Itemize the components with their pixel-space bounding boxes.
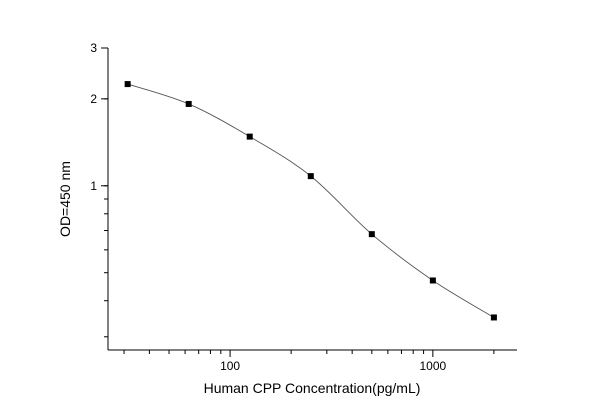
y-tick-label: 1	[90, 179, 97, 193]
data-point	[490, 314, 497, 321]
y-axis-title: OD=450 nm	[57, 161, 73, 237]
series-layer	[124, 81, 497, 321]
minor-ticks	[104, 98, 495, 354]
data-point	[185, 100, 192, 107]
plot-axes	[107, 48, 517, 351]
y-ticks: 1 2 3	[90, 41, 108, 193]
y-tick-label: 2	[90, 92, 97, 106]
x-tick-label: 100	[220, 359, 240, 373]
data-point	[246, 133, 253, 140]
fit-curve	[127, 83, 495, 318]
x-tick-label: 1000	[420, 359, 447, 373]
data-point	[429, 277, 436, 284]
data-point	[307, 173, 314, 180]
x-ticks: 100 1000	[220, 350, 447, 373]
x-axis-title: Human CPP Concentration(pg/mL)	[204, 380, 421, 396]
y-tick-label: 3	[90, 41, 97, 55]
data-point	[368, 231, 375, 238]
data-point	[124, 81, 131, 88]
